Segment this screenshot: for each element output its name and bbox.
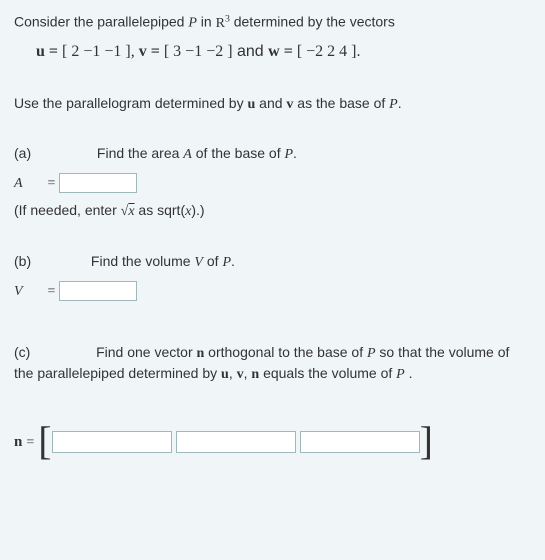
intro-line: Consider the parallelepiped P in R3 dete… xyxy=(14,12,531,33)
left-bracket-icon: [ xyxy=(38,421,51,461)
sym-P: P xyxy=(389,97,398,112)
part-b-prompt: (b) Find the volume V of P. xyxy=(14,252,531,273)
vector-input-wrap: [ ] xyxy=(38,422,433,462)
sym-A: A xyxy=(14,174,44,194)
sym-R: R3 xyxy=(216,16,230,31)
sym-P: P xyxy=(188,16,197,31)
part-a-answer: A = xyxy=(14,173,531,194)
v-eq: v = [ 3 −1 −2 ] xyxy=(139,43,233,60)
part-c-label: (c) xyxy=(14,344,30,360)
part-a-hint: (If needed, enter √x as sqrt(x).) xyxy=(14,201,531,222)
part-c-answer: n = [ ] xyxy=(14,422,531,462)
volume-input[interactable] xyxy=(59,281,137,301)
intro-text: in xyxy=(197,14,216,30)
n3-input[interactable] xyxy=(300,431,420,453)
area-input[interactable] xyxy=(59,173,137,193)
sym-V: V xyxy=(14,282,44,302)
part-c-prompt: (c) Find one vector n orthogonal to the … xyxy=(14,343,531,384)
part-a-prompt: (a) Find the area A of the base of P. xyxy=(14,144,531,165)
part-a-label: (a) xyxy=(14,145,31,161)
base-line: Use the parallelogram determined by u an… xyxy=(14,94,531,115)
part-b-answer: V = xyxy=(14,281,531,302)
intro-text: determined by the vectors xyxy=(230,14,395,30)
w-eq: w = [ −2 2 4 ] xyxy=(268,43,356,60)
n2-input[interactable] xyxy=(176,431,296,453)
u-eq: u = [ 2 −1 −1 ] xyxy=(36,43,131,60)
n1-input[interactable] xyxy=(52,431,172,453)
sym-A: A xyxy=(183,147,192,162)
right-bracket-icon: ] xyxy=(420,421,433,461)
sym-V: V xyxy=(194,255,203,270)
part-b-label: (b) xyxy=(14,253,31,269)
vectors-line: u = [ 2 −1 −1 ], v = [ 3 −1 −2 ] and w =… xyxy=(14,41,531,63)
sym-n: n xyxy=(14,432,22,453)
sqrt-expr: √x xyxy=(121,204,135,219)
problem-panel: Consider the parallelepiped P in R3 dete… xyxy=(0,0,545,560)
intro-text: Consider the parallelepiped xyxy=(14,14,188,30)
